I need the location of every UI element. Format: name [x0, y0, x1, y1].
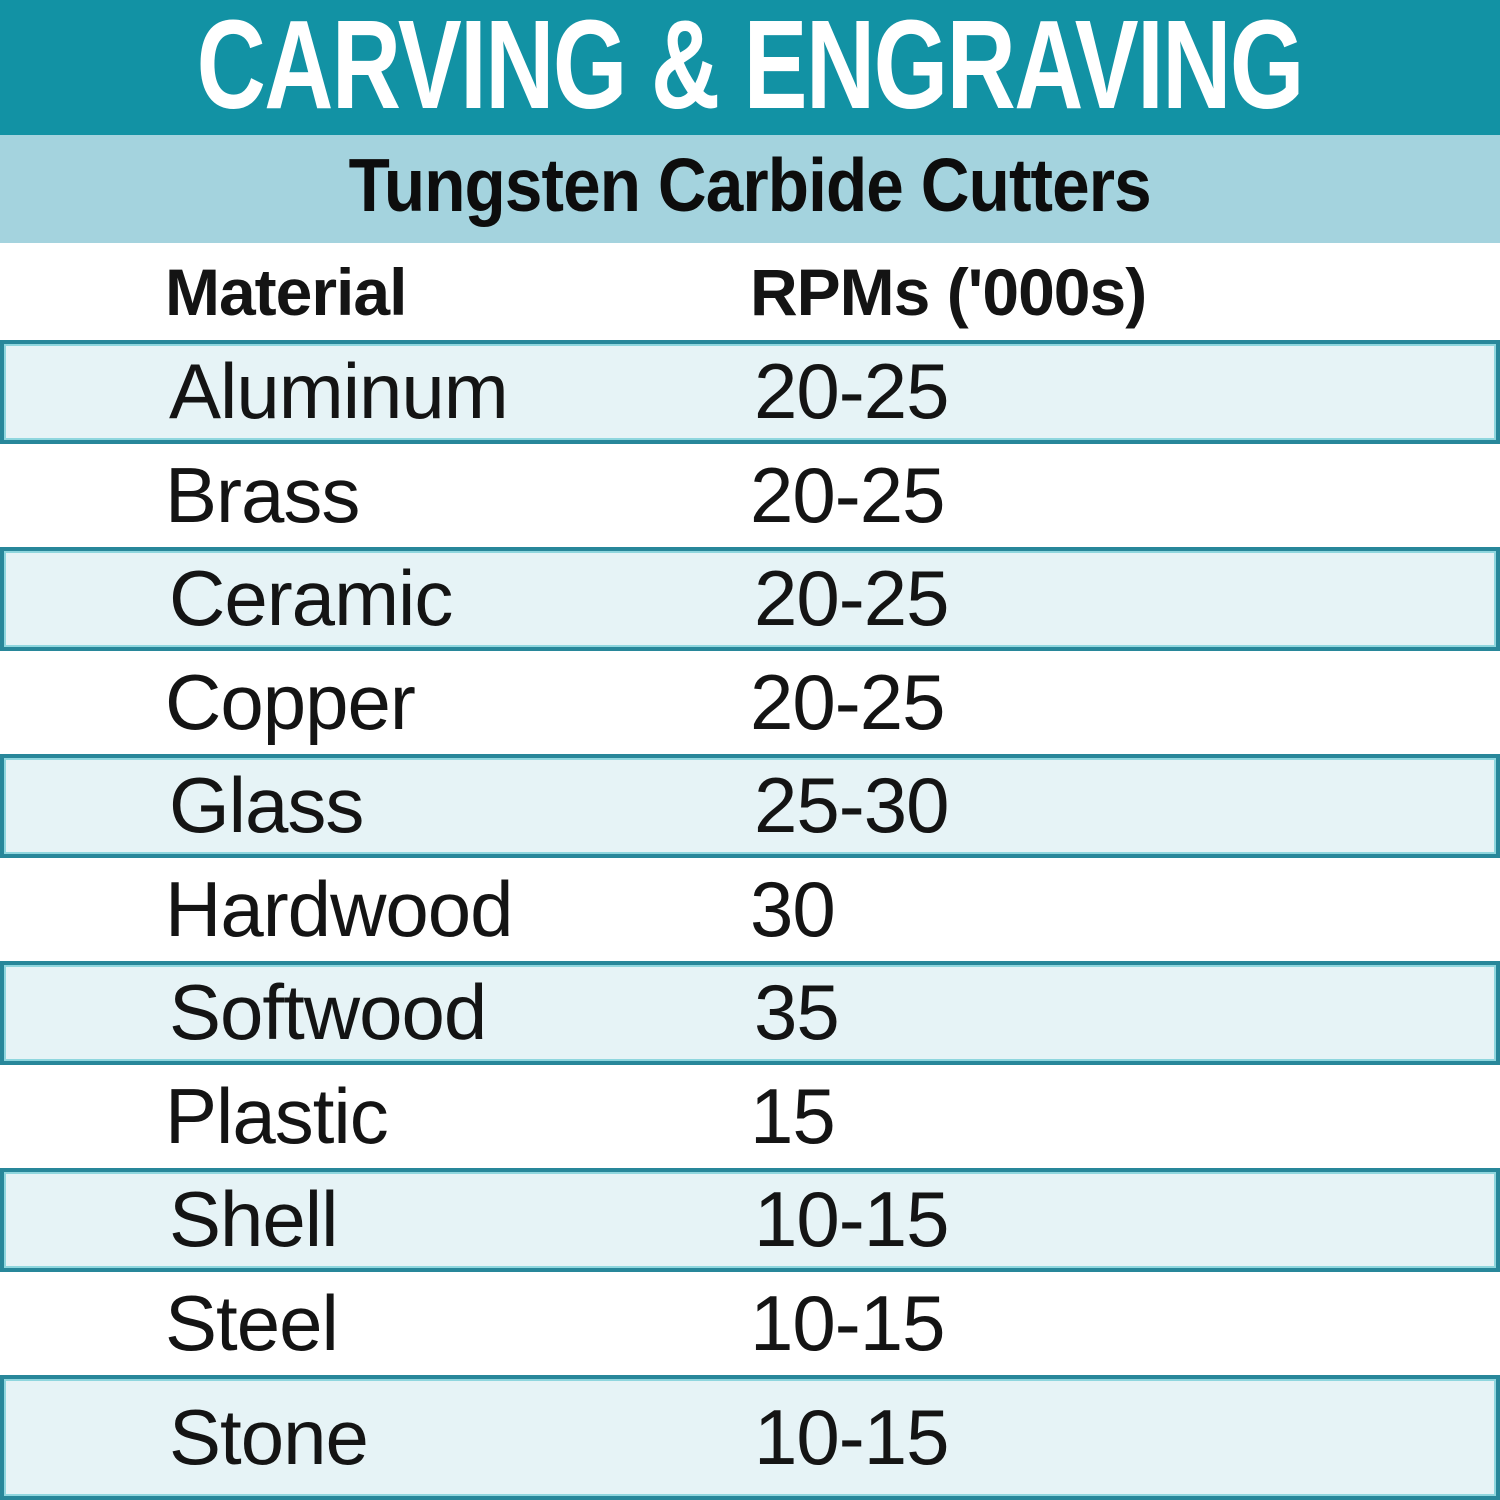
- column-header-material: Material: [165, 254, 407, 329]
- table-row-stone: Stone 10-15: [0, 1375, 1500, 1500]
- material-cell: Brass: [165, 450, 360, 539]
- rpm-cell: 30: [750, 864, 836, 953]
- material-cell: Shell: [169, 1175, 338, 1264]
- table-row-brass: Brass 20-25: [0, 443, 1500, 547]
- table-row-ceramic: Ceramic 20-25: [0, 547, 1500, 651]
- rpm-cell: 10-15: [750, 1278, 946, 1367]
- table-row-plastic: Plastic 15: [0, 1064, 1500, 1168]
- table-row-copper: Copper 20-25: [0, 650, 1500, 754]
- rpm-cell: 20-25: [754, 347, 950, 436]
- table-row-aluminum: Aluminum 20-25: [0, 340, 1500, 444]
- table-subtitle: Tungsten Carbide Cutters: [348, 142, 1152, 227]
- rpm-cell: 25-30: [754, 761, 950, 850]
- rpm-cell: 35: [754, 968, 840, 1057]
- material-cell: Ceramic: [169, 554, 453, 643]
- table-row-softwood: Softwood 35: [0, 961, 1500, 1065]
- material-cell: Steel: [165, 1278, 339, 1367]
- table-row-shell: Shell 10-15: [0, 1168, 1500, 1272]
- rpm-cell: 10-15: [754, 1393, 950, 1481]
- material-cell: Hardwood: [165, 864, 514, 953]
- rpm-cell: 15: [750, 1071, 836, 1160]
- rpm-cell: 20-25: [750, 657, 946, 746]
- rpm-cell: 10-15: [754, 1175, 950, 1264]
- title-band: CARVING & ENGRAVING: [0, 0, 1500, 135]
- rpm-cell: 20-25: [754, 554, 950, 643]
- table-header-row: Material RPMs ('000s): [0, 243, 1500, 340]
- table-row-glass: Glass 25-30: [0, 754, 1500, 858]
- material-cell: Aluminum: [169, 347, 509, 436]
- column-header-rpms: RPMs ('000s): [750, 254, 1147, 329]
- table-row-hardwood: Hardwood 30: [0, 857, 1500, 961]
- material-cell: Stone: [169, 1393, 369, 1481]
- subtitle-band: Tungsten Carbide Cutters: [0, 135, 1500, 243]
- page-title: CARVING & ENGRAVING: [196, 0, 1305, 135]
- table-row-steel: Steel 10-15: [0, 1271, 1500, 1375]
- rpm-cell: 20-25: [750, 450, 946, 539]
- material-cell: Glass: [169, 761, 364, 850]
- material-cell: Softwood: [169, 968, 487, 1057]
- material-cell: Copper: [165, 657, 416, 746]
- material-cell: Plastic: [165, 1071, 389, 1160]
